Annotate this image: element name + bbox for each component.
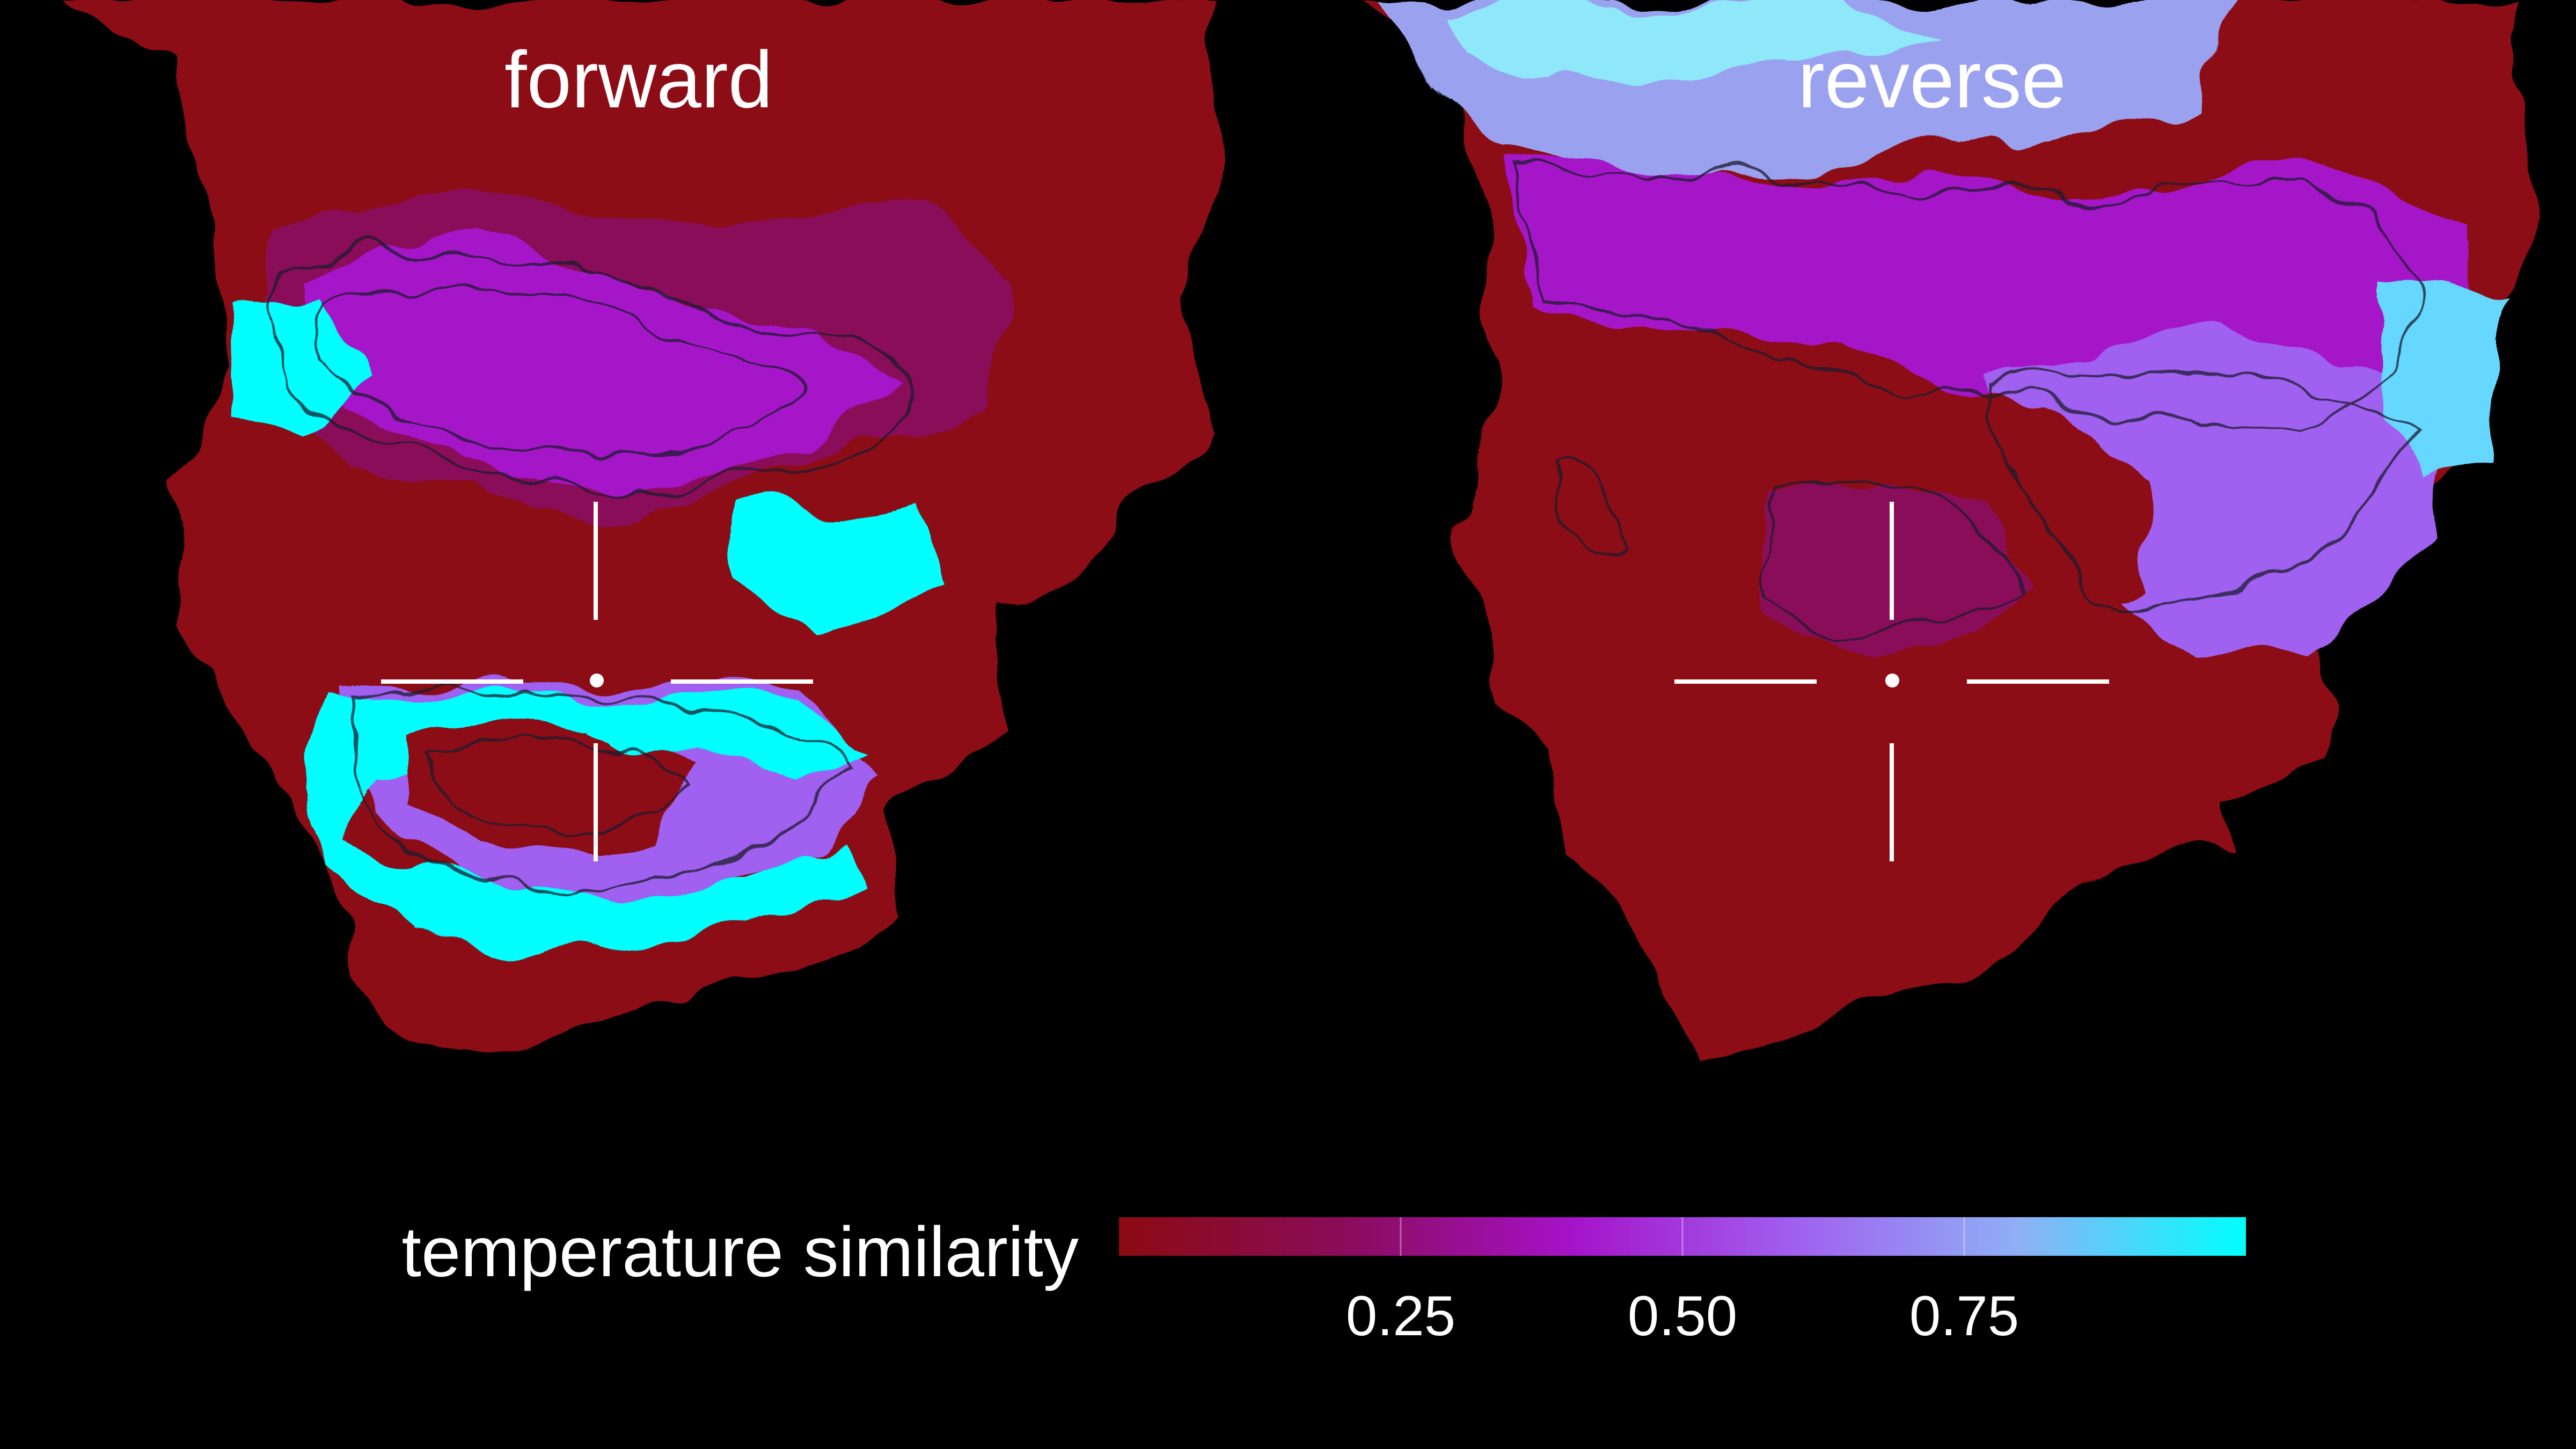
forward-contour-3 (351, 688, 861, 894)
colorbar-tick-label: 0.75 (1909, 1285, 2019, 1348)
colorbar: temperature similarity 0.25 0.50 0.75 (401, 1212, 2246, 1348)
forward-contour-2 (320, 288, 800, 454)
colorbar-tick-label: 0.25 (1346, 1285, 1455, 1348)
reverse-panel: reverse (1358, 0, 2522, 1052)
forward-contour-1 (277, 251, 916, 490)
colorbar-label: temperature similarity (401, 1212, 1079, 1291)
reverse-contour-1 (1511, 159, 2414, 431)
forward-contours (277, 251, 916, 894)
forward-crosshair-center (590, 674, 604, 687)
colorbar-gradient (1119, 1217, 2246, 1256)
reverse-region-cyan-top (1449, 0, 1932, 86)
forward-region-mid-2 (301, 236, 902, 483)
reverse-crosshair-center (1885, 674, 1899, 687)
reverse-contour-3 (1769, 479, 2020, 634)
forward-panel: forward (70, 0, 1218, 1052)
reverse-contours (1511, 159, 2417, 634)
forward-region-dark-core (268, 483, 676, 655)
forward-region-cyan-1 (225, 290, 376, 440)
reverse-region-mid-center (1760, 483, 2029, 655)
forward-panel-title: forward (504, 34, 773, 125)
reverse-panel-title: reverse (1798, 34, 2066, 125)
reverse-contour-2 (1984, 370, 2417, 614)
forward-region-cyan-2 (741, 504, 945, 633)
colorbar-tick-label: 0.50 (1628, 1285, 1737, 1348)
reverse-crosshair (1674, 502, 2109, 861)
forward-heatmap (70, 0, 1218, 1052)
reverse-region-cyan-edge (2383, 279, 2512, 494)
forward-crosshair (381, 502, 813, 861)
reverse-contour-4 (1544, 469, 1624, 555)
reverse-heatmap (1358, 0, 2522, 1052)
colorbar-ticks: 0.25 0.50 0.75 (1346, 1217, 2019, 1348)
forward-contour-4 (427, 736, 689, 838)
